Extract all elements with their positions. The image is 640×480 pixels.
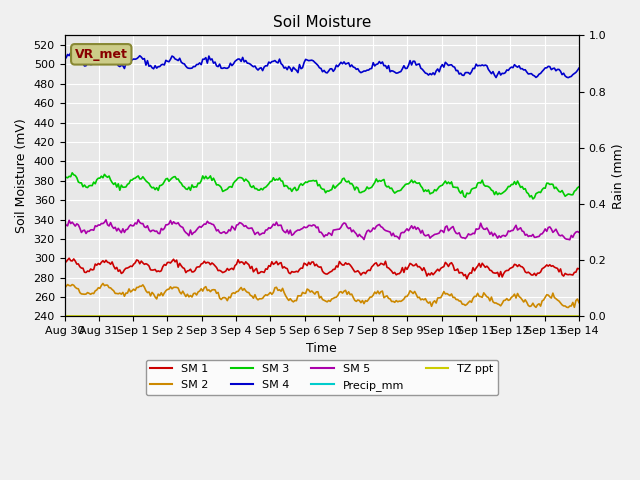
Y-axis label: Soil Moisture (mV): Soil Moisture (mV) (15, 119, 28, 233)
Legend: SM 1, SM 2, SM 3, SM 4, SM 5, Precip_mm, TZ ppt: SM 1, SM 2, SM 3, SM 4, SM 5, Precip_mm,… (145, 360, 498, 395)
Text: VR_met: VR_met (75, 48, 128, 61)
Y-axis label: Rain (mm): Rain (mm) (612, 143, 625, 209)
X-axis label: Time: Time (307, 342, 337, 355)
Title: Soil Moisture: Soil Moisture (273, 15, 371, 30)
